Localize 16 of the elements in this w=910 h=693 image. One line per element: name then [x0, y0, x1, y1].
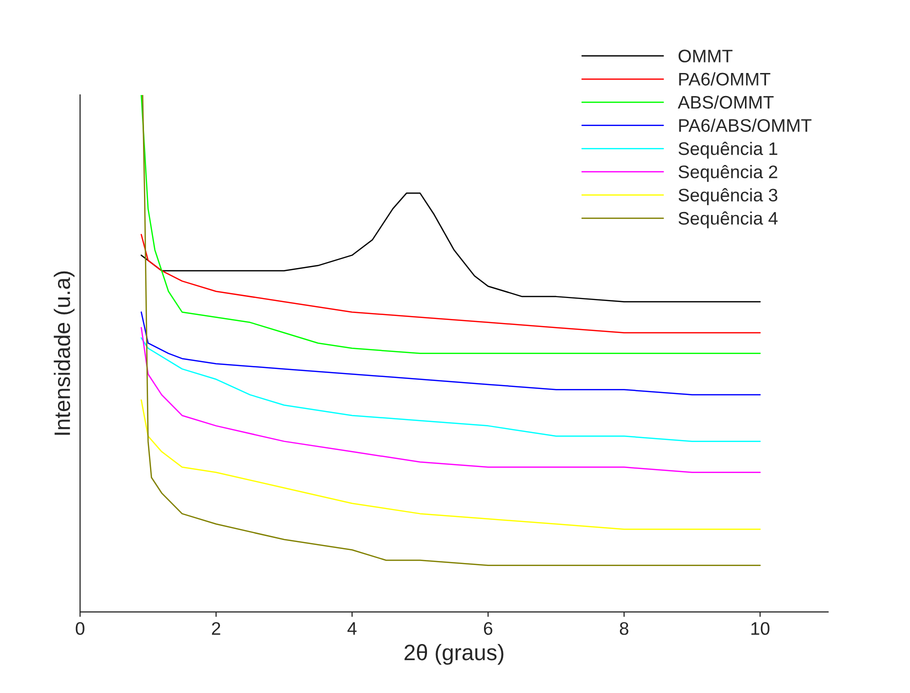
legend-label: Sequência 1	[678, 142, 778, 159]
x-tick-label: 2	[212, 622, 220, 635]
x-tick-label: 10	[751, 622, 770, 635]
x-tick-label: 8	[620, 622, 628, 635]
x-tick-label: 6	[484, 622, 492, 635]
x-axis-title: 2θ (graus)	[404, 644, 504, 665]
legend-label: PA6/OMMT	[679, 72, 770, 86]
legend-label: ABS/OMMT	[678, 95, 774, 109]
legend-label: PA6/ABS/OMMT	[679, 118, 812, 132]
legend-label: Sequência 4	[678, 211, 778, 228]
y-axis-title: Intensidade (u.a)	[54, 271, 75, 435]
legend-label: Sequência 2	[678, 164, 778, 182]
legend-label: OMMT	[678, 50, 732, 62]
x-tick-label: 4	[347, 622, 357, 635]
x-tick-label: 0	[76, 622, 84, 635]
legend-label: Sequência 3	[678, 188, 778, 206]
